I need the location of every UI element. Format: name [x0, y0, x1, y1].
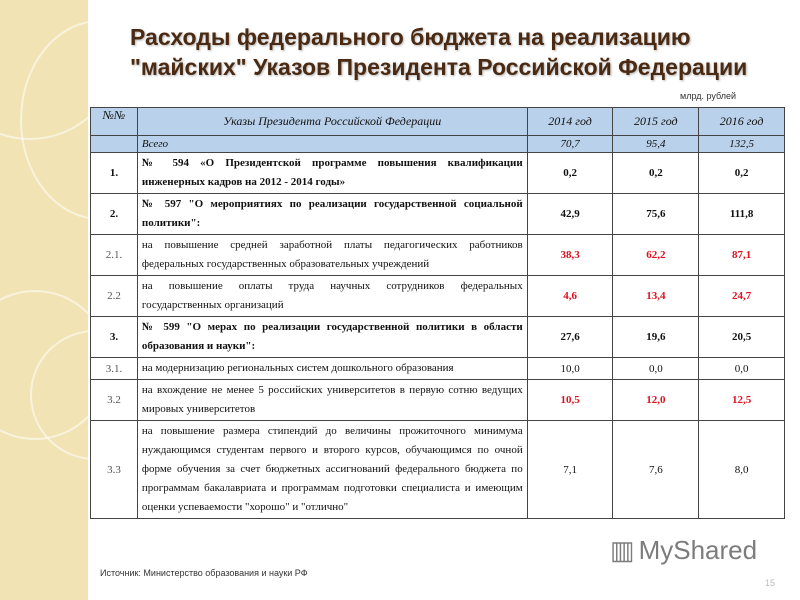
value-2014: 10,0: [526, 357, 614, 380]
slide-title: Расходы федерального бюджета на реализац…: [130, 24, 748, 80]
value-2014: 10,5: [526, 379, 614, 421]
header-num: №№: [90, 107, 138, 136]
header-row: №№ Указы Президента Российской Федерации…: [90, 107, 785, 136]
value-2014: 38,3: [526, 234, 614, 276]
table-row: 3.1. на модернизацию региональных систем …: [90, 357, 785, 380]
value-2015: 7,6: [612, 420, 700, 519]
watermark-logo: ▥ MyShared: [610, 535, 757, 566]
value-2015: 13,4: [612, 275, 700, 317]
watermark-text: MyShared: [638, 535, 758, 565]
value-2015: 62,2: [612, 234, 700, 276]
row-text: № 599 "О мерах по реализации государстве…: [136, 316, 528, 358]
budget-table: №№ Указы Президента Российской Федерации…: [90, 107, 785, 519]
total-2014: 70,7: [526, 135, 614, 153]
value-2014: 4,6: [526, 275, 614, 317]
value-2016: 111,8: [698, 193, 785, 235]
value-2016: 20,5: [698, 316, 785, 358]
row-text: на повышение оплаты труда научных сотруд…: [136, 275, 528, 317]
value-2014: 0,2: [526, 152, 614, 194]
value-2015: 0,0: [612, 357, 700, 380]
row-number: 3.1.: [90, 357, 138, 380]
value-2015: 0,2: [612, 152, 700, 194]
value-2015: 19,6: [612, 316, 700, 358]
value-2016: 0,2: [698, 152, 785, 194]
value-2016: 12,5: [698, 379, 785, 421]
source-note: Источник: Министерство образования и нау…: [100, 568, 308, 578]
total-2015: 95,4: [612, 135, 700, 153]
row-number: 2.2: [90, 275, 138, 317]
table-row: 2. № 597 "О мероприятиях по реализации го…: [90, 193, 785, 235]
row-number: 2.1.: [90, 234, 138, 276]
total-label: Всего: [136, 135, 528, 153]
row-number: 3.2: [90, 379, 138, 421]
value-2016: 87,1: [698, 234, 785, 276]
page-number: 15: [765, 578, 776, 588]
header-decree: Указы Президента Российской Федерации: [136, 107, 528, 136]
header-2015: 2015 год: [612, 107, 700, 136]
row-text: № 597 "О мероприятиях по реализации госу…: [136, 193, 528, 235]
table-row: 3. № 599 "О мерах по реализации государст…: [90, 316, 785, 358]
total-num: [90, 135, 138, 153]
row-number: 1.: [90, 152, 138, 194]
value-2014: 42,9: [526, 193, 614, 235]
header-2016: 2016 год: [698, 107, 785, 136]
row-text: на повышение средней заработной платы пе…: [136, 234, 528, 276]
value-2016: 24,7: [698, 275, 785, 317]
table-row: 2.1. на повышение средней заработной плат…: [90, 234, 785, 276]
value-2016: 0,0: [698, 357, 785, 380]
value-2014: 7,1: [526, 420, 614, 519]
total-row: Всего 70,7 95,4 132,5: [90, 135, 785, 153]
row-text: на модернизацию региональных систем дошк…: [136, 357, 528, 380]
value-2014: 27,6: [526, 316, 614, 358]
table-row: 3.3 на повышение размера стипендий до вел…: [90, 420, 785, 519]
value-2016: 8,0: [698, 420, 785, 519]
row-text: № 594 «О Президентской программе повышен…: [136, 152, 528, 194]
table-row: 2.2 на повышение оплаты труда научных сот…: [90, 275, 785, 317]
table-row: 3.2 на вхождение не менее 5 российских ун…: [90, 379, 785, 421]
row-number: 3.: [90, 316, 138, 358]
row-number: 3.3: [90, 420, 138, 519]
total-2016: 132,5: [698, 135, 785, 153]
value-2015: 12,0: [612, 379, 700, 421]
table-row: 1. № 594 «О Президентской программе повыш…: [90, 152, 785, 194]
unit-label: млрд. рублей: [680, 91, 737, 101]
decorative-sidebar: [0, 0, 88, 600]
header-2014: 2014 год: [526, 107, 614, 136]
row-text: на повышение размера стипендий до величи…: [136, 420, 528, 519]
row-number: 2.: [90, 193, 138, 235]
value-2015: 75,6: [612, 193, 700, 235]
presentation-icon: ▥: [610, 535, 635, 565]
row-text: на вхождение не менее 5 российских униве…: [136, 379, 528, 421]
